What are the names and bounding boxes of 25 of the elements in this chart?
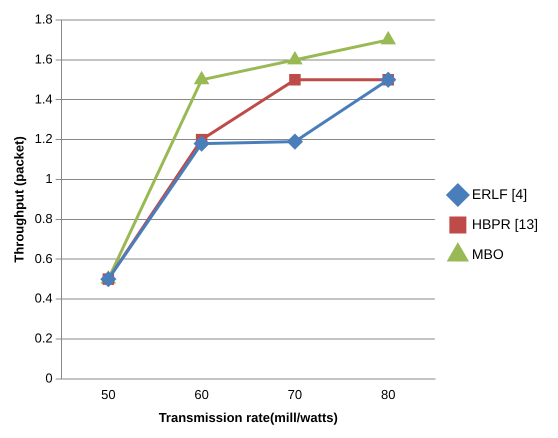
y-tick-label: 1.4: [34, 91, 53, 106]
x-tick-label: 50: [101, 387, 116, 402]
y-tick-label: 1.6: [34, 51, 53, 66]
point: [289, 74, 301, 86]
point: [194, 72, 208, 84]
point: [287, 134, 302, 150]
y-tick-label: 0.4: [34, 290, 53, 306]
point: [382, 32, 395, 44]
point: [194, 136, 210, 152]
y-tick-label: 0: [45, 370, 53, 386]
y-tick-label: 0.6: [34, 250, 53, 266]
y-tick-label: 1.8: [34, 12, 53, 27]
y-tick-label: 0.8: [34, 210, 53, 226]
x-tick-label: 80: [380, 387, 396, 402]
x-axis-title: Transmission rate(mill/watts): [158, 410, 338, 425]
y-tick-label: 1.2: [34, 131, 53, 146]
legend-label: MBO: [472, 246, 504, 262]
y-tick-label: 1: [45, 171, 53, 186]
x-tick-label: 70: [288, 387, 302, 402]
legend-label: ERLF [4]: [472, 186, 528, 202]
x-tick-label: 60: [194, 387, 209, 402]
y-tick-label: 0.2: [34, 330, 53, 346]
y-axis-title: Throughput (packet): [11, 136, 26, 263]
legend-label: HBPR [13]: [472, 216, 538, 232]
point: [288, 52, 302, 64]
